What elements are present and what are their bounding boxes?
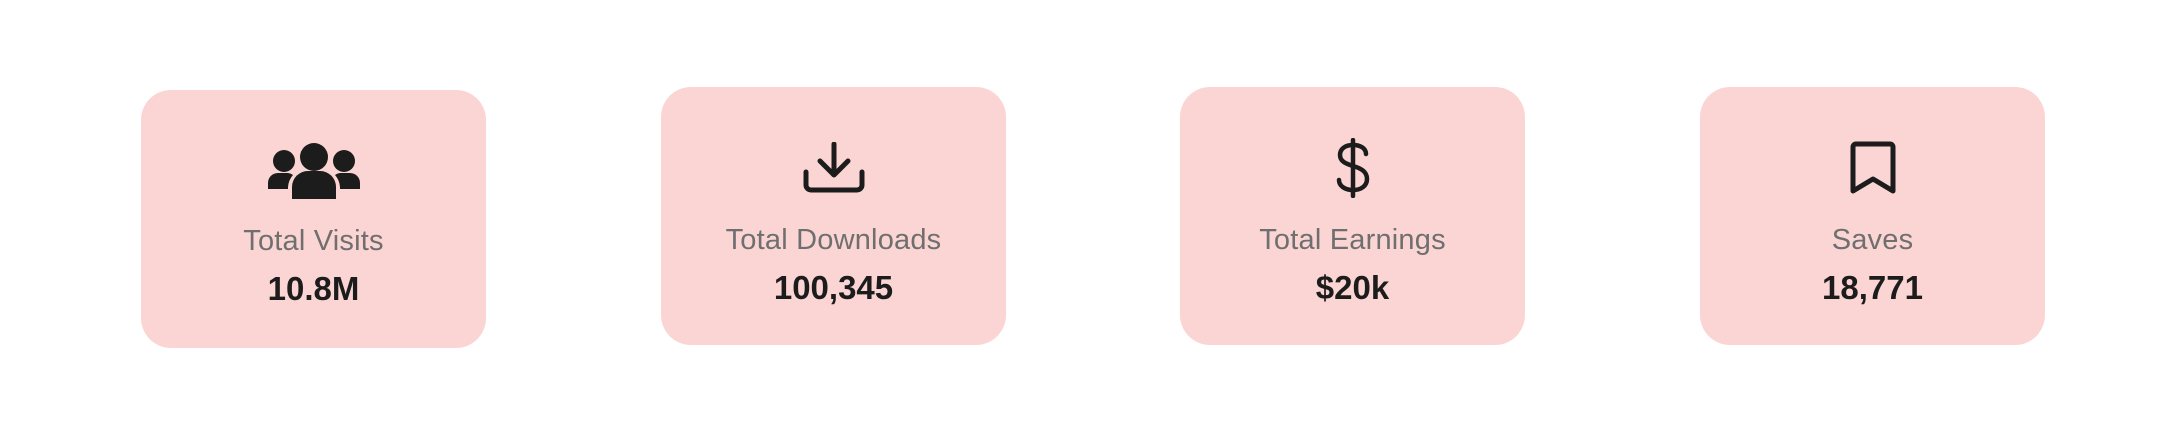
stat-card-total-earnings: Total Earnings $20k bbox=[1180, 87, 1525, 345]
stat-label: Total Earnings bbox=[1259, 224, 1446, 256]
stat-value: 18,771 bbox=[1822, 269, 1923, 306]
stat-value: $20k bbox=[1315, 269, 1390, 306]
stat-card-saves: Saves 18,771 bbox=[1700, 87, 2045, 345]
stat-card-total-downloads: Total Downloads 100,345 bbox=[661, 87, 1006, 345]
stat-card-total-visits: Total Visits 10.8M bbox=[141, 90, 486, 348]
stat-value: 10.8M bbox=[267, 270, 360, 307]
stat-label: Saves bbox=[1831, 224, 1914, 256]
users-group-icon bbox=[264, 140, 364, 202]
bookmark-icon bbox=[1823, 137, 1923, 199]
stat-label: Total Downloads bbox=[725, 224, 942, 256]
download-icon bbox=[784, 137, 884, 199]
dollar-icon bbox=[1303, 137, 1403, 199]
stat-label: Total Visits bbox=[243, 225, 384, 257]
stat-value: 100,345 bbox=[773, 269, 894, 306]
